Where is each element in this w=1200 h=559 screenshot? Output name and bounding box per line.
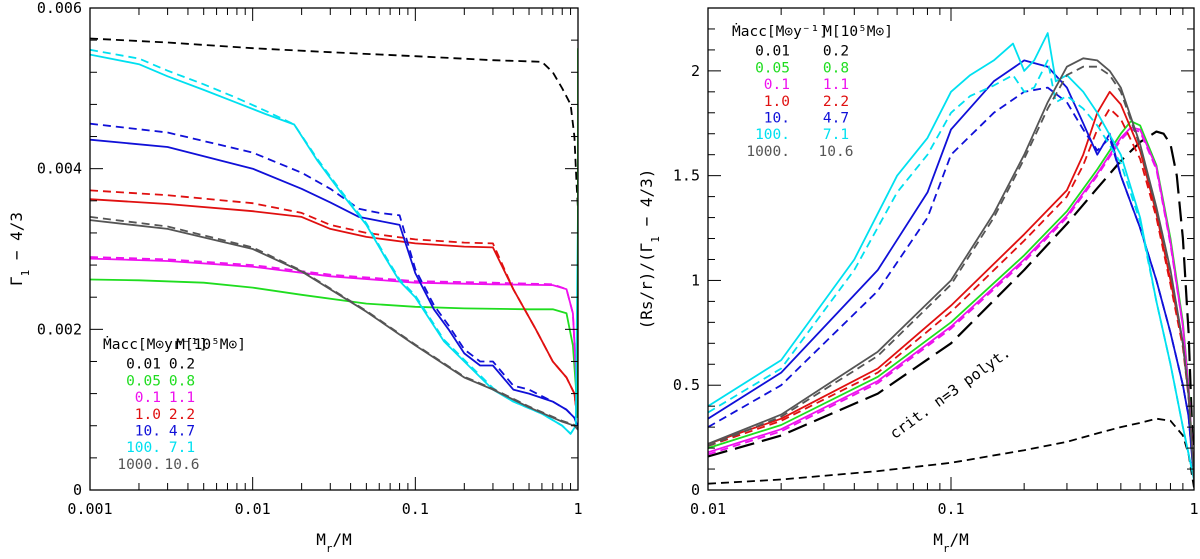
legend-mass-value: 1.1 <box>169 390 195 406</box>
legend-mdot-value: 0.01 <box>126 357 161 373</box>
legend-mass-value: 0.2 <box>169 357 195 373</box>
series-line: 0.05 solid <box>90 278 578 418</box>
legend-mass-value: 10.6 <box>819 144 854 160</box>
series-line: 1000. dashed <box>708 65 1194 480</box>
legend-mdot-value: 1.0 <box>764 94 790 110</box>
legend-mdot-value: 10. <box>764 111 790 127</box>
legend-mdot-value: 1000. <box>746 144 790 160</box>
legend-mdot-value: 100. <box>755 127 790 143</box>
y-tick-label: 0.004 <box>37 160 82 178</box>
series-line: 1.0 dashed <box>708 107 1194 480</box>
right-x-axis-label: Mr/M <box>933 530 969 555</box>
left-ticks: 0.001 0.01 0.1 1 0 0.002 0.004 0.006 <box>37 0 583 518</box>
series-line: 0.1 solid <box>708 126 1194 480</box>
legend-mdot-value: 1.0 <box>135 407 161 423</box>
legend-mass-value: 4.7 <box>823 111 849 127</box>
right-legend: Ṁacc[M⊙y⁻¹]M[10⁵M⊙] 0.01 0.2 0.05 0.8 0.1 1.1 1… <box>732 22 893 160</box>
legend-mdot-value: 0.05 <box>126 373 161 389</box>
legend-mdot-value: 10. <box>135 424 161 440</box>
x-tick-label: 0.1 <box>402 500 429 518</box>
legend-mass-value: 0.2 <box>823 44 849 60</box>
series-line: 1.0 dashed <box>90 189 578 418</box>
legend-header-mdot: Ṁacc[M⊙yr⁻¹] <box>103 335 208 353</box>
legend-mass-value: 7.1 <box>823 127 849 143</box>
left-panel: 0.01 dashed0.05 solid0.1 solid0.1 dashed… <box>7 0 583 555</box>
series-line: 1.0 solid <box>90 198 578 418</box>
legend-mdot-value: 0.01 <box>755 44 790 60</box>
legend-mass-value: 0.8 <box>823 60 849 76</box>
x-tick-label: 0.1 <box>937 500 964 518</box>
y-tick-label: 0 <box>691 481 700 499</box>
y-tick-label: 0.5 <box>673 376 700 394</box>
legend-mdot-value: 0.1 <box>764 77 790 93</box>
y-tick-label: 0 <box>73 481 82 499</box>
series-line: 10. dashed <box>90 122 578 427</box>
y-tick-label: 1.5 <box>673 167 700 185</box>
right-series-group: crit. n=3 polyt.0.01 dashed0.05 solid0.1… <box>708 32 1194 489</box>
legend-mdot-value: 1000. <box>117 457 161 473</box>
series-line: 100. dashed <box>90 48 577 435</box>
crit-polytrope-annotation: crit. n=3 polyt. <box>886 343 1013 442</box>
legend-header-mass: M[10⁵M⊙] <box>823 24 893 40</box>
left-y-axis-label: Γ1 − 4/3 <box>7 212 32 286</box>
legend-mass-value: 1.1 <box>823 77 849 93</box>
series-line: 10. dashed <box>708 86 1194 480</box>
legend-mass-value: 2.2 <box>823 94 849 110</box>
right-ticks: 0.01 0.1 1 0 0.5 1 1.5 2 <box>673 7 1199 518</box>
legend-header-mdot: Ṁacc[M⊙y⁻¹] <box>732 22 828 40</box>
series-line: 100. dashed <box>708 59 1194 480</box>
y-tick-label: 2 <box>691 62 700 80</box>
left-x-axis-label: Mr/M <box>316 530 352 555</box>
y-tick-label: 1 <box>691 271 700 289</box>
legend-mass-value: 7.1 <box>169 440 195 456</box>
y-tick-label: 0.002 <box>37 320 82 338</box>
series-line: crit. n=3 polyt. <box>708 130 1194 480</box>
series-line: 1000. solid <box>90 219 578 431</box>
right-y-axis-label: (Rs/r)/(Γ1 − 4/3) <box>637 169 662 330</box>
legend-header-mass: M[10⁵M⊙] <box>176 337 246 353</box>
legend-mdot-value: 0.05 <box>755 60 790 76</box>
x-tick-label: 1 <box>573 500 582 518</box>
series-line: 1000. dashed <box>90 216 578 430</box>
series-line: 100. solid <box>90 53 578 435</box>
left-series-group: 0.01 dashed0.05 solid0.1 solid0.1 dashed… <box>90 37 578 435</box>
legend-mass-value: 2.2 <box>169 407 195 423</box>
series-line: 0.1 dashed <box>708 128 1194 480</box>
x-tick-label: 0.001 <box>67 500 112 518</box>
series-line: 10. solid <box>90 138 578 427</box>
y-tick-label: 0.006 <box>37 0 82 17</box>
x-tick-label: 0.01 <box>690 500 726 518</box>
left-legend: Ṁacc[M⊙yr⁻¹]M[10⁵M⊙] 0.01 0.2 0.05 0.8 0.1 1.1… <box>103 335 246 473</box>
legend-mass-value: 4.7 <box>169 424 195 440</box>
series-line: 0.1 dashed <box>90 256 578 410</box>
legend-mdot-value: 100. <box>126 440 161 456</box>
x-tick-label: 1 <box>1189 500 1198 518</box>
series-line: 0.01 dashed <box>708 417 1194 489</box>
x-tick-label: 0.01 <box>235 500 271 518</box>
right-panel: crit. n=3 polyt.0.01 dashed0.05 solid0.1… <box>637 7 1199 555</box>
legend-mdot-value: 0.1 <box>135 390 161 406</box>
left-plot-frame <box>89 7 579 491</box>
legend-mass-value: 10.6 <box>165 457 200 473</box>
legend-mass-value: 0.8 <box>169 373 195 389</box>
